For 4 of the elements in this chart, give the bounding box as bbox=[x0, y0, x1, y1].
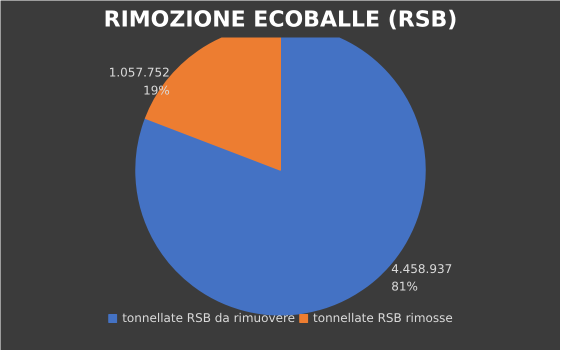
data-label: 4.458.937 81% bbox=[391, 262, 452, 294]
chart-title: RIMOZIONE ECOBALLE (RSB) bbox=[104, 8, 458, 32]
legend-label: tonnellate RSB rimosse bbox=[313, 311, 453, 325]
legend-label: tonnellate RSB da rimuovere bbox=[122, 311, 296, 325]
